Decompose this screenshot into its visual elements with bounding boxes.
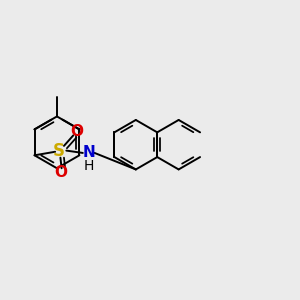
Text: H: H [83,159,94,173]
Text: S: S [53,142,65,160]
Text: O: O [70,124,83,139]
Text: N: N [82,146,95,160]
Text: O: O [54,166,67,181]
